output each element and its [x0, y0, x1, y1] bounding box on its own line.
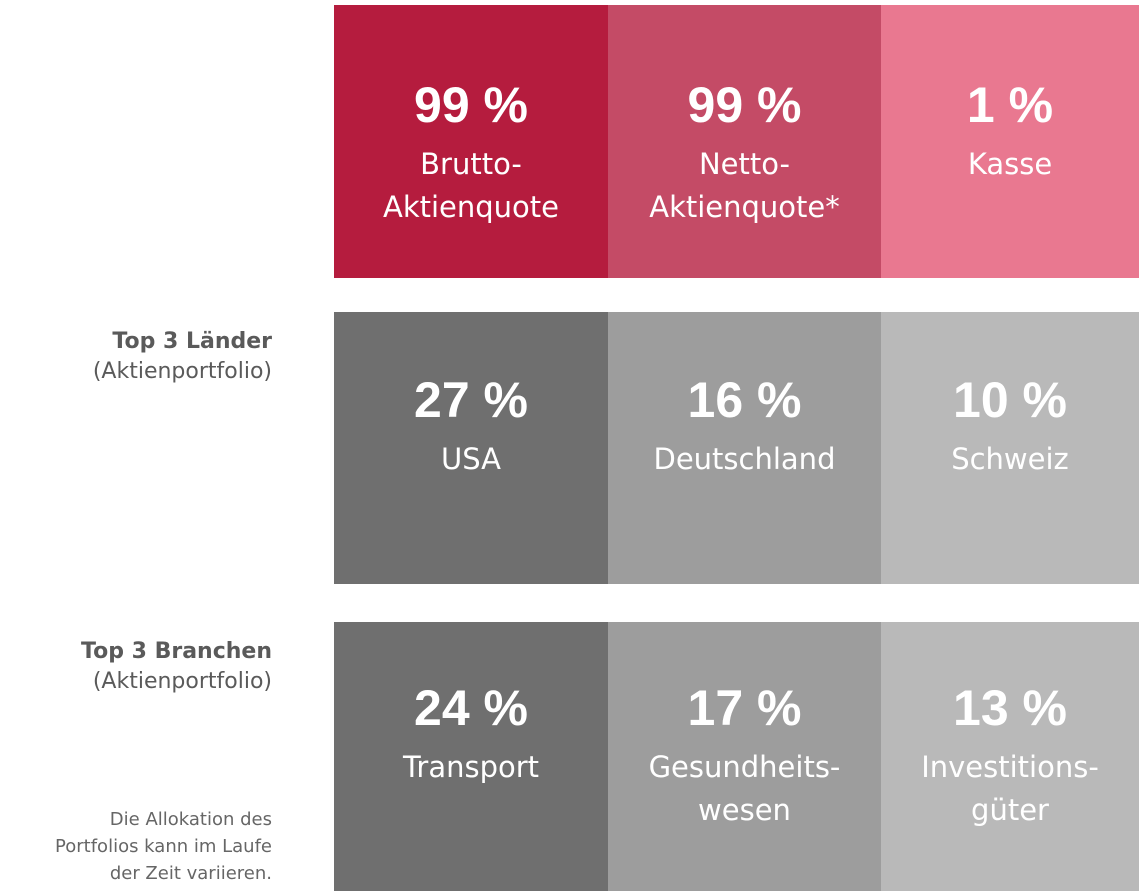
stat-value: 1 %	[966, 77, 1054, 133]
footnote-line: der Zeit variieren.	[109, 863, 272, 884]
stat-tile: 99 % Netto- Aktienquote*	[608, 5, 881, 278]
stat-label-line: wesen	[698, 793, 791, 827]
footnote: Die Allokation des Portfolios kann im Lau…	[55, 806, 272, 887]
stat-tile: 99 % Brutto- Aktienquote	[334, 5, 608, 278]
stat-value: 16 %	[687, 372, 802, 428]
stat-value: 27 %	[414, 372, 528, 428]
stat-tile: 17 % Gesundheits-wesen	[608, 622, 881, 891]
stat-label: Transport	[334, 746, 608, 789]
footnote-line: Portfolios kann im Laufe	[55, 836, 272, 857]
stat-label: Brutto- Aktienquote	[334, 143, 608, 229]
stat-value: 17 %	[687, 680, 802, 736]
stat-value: 99 %	[687, 77, 802, 133]
row-subtitle: (Aktienportfolio)	[92, 359, 272, 384]
stat-tile: 1 % Kasse	[881, 5, 1139, 278]
stat-label-line: Deutschland	[653, 442, 836, 476]
stat-label-line: Brutto-	[420, 147, 522, 181]
footnote-line: Die Allokation des	[109, 809, 272, 830]
stat-label-line: Kasse	[967, 147, 1053, 181]
stat-label-line: Gesundheits-	[648, 750, 841, 784]
row-heading: Top 3 Länder (Aktienportfolio)	[93, 327, 272, 387]
stat-label-line: Aktienquote*	[649, 190, 840, 224]
stat-tile: 24 % Transport	[334, 622, 608, 891]
stat-tile: 10 % Schweiz	[881, 312, 1139, 584]
stat-label: Kasse	[881, 143, 1139, 186]
stat-tile: 13 % Investitions-güter	[881, 622, 1139, 891]
stat-value: 99 %	[414, 77, 528, 133]
stat-label: USA	[334, 438, 608, 481]
stat-tile: 27 % USA	[334, 312, 608, 584]
row-title: Top 3 Branchen	[81, 639, 272, 664]
tile-row: 24 % Transport 17 % Gesundheits-wesen 13 % In…	[334, 622, 1139, 891]
row-title: Top 3 Länder	[112, 329, 272, 354]
stat-label: Schweiz	[881, 438, 1139, 481]
stat-label-line: Schweiz	[951, 442, 1069, 476]
stat-label-line: güter	[971, 793, 1049, 827]
stat-label: Gesundheits-wesen	[608, 746, 881, 832]
row-subtitle: (Aktienportfolio)	[92, 669, 272, 694]
stat-value: 13 %	[953, 680, 1067, 736]
stat-label-line: Investitions-	[921, 750, 1099, 784]
tile-row: 99 % Brutto- Aktienquote 99 % Netto- Aktienqu…	[334, 5, 1139, 278]
stat-label: Investitions-güter	[881, 746, 1139, 832]
stat-value: 10 %	[953, 372, 1067, 428]
stat-label-line: Aktienquote	[382, 190, 560, 224]
tile-row: 27 % USA 16 % Deutschland 10 % Schweiz	[334, 312, 1139, 584]
stat-label-line: Netto-	[698, 147, 791, 181]
stat-value: 24 %	[414, 680, 528, 736]
stat-label-line: Transport	[402, 750, 540, 784]
stat-tile: 16 % Deutschland	[608, 312, 881, 584]
row-heading: Top 3 Branchen (Aktienportfolio)	[81, 637, 272, 697]
stat-label-line: USA	[440, 442, 501, 476]
stat-label: Deutschland	[608, 438, 881, 481]
stat-label: Netto- Aktienquote*	[608, 143, 881, 229]
